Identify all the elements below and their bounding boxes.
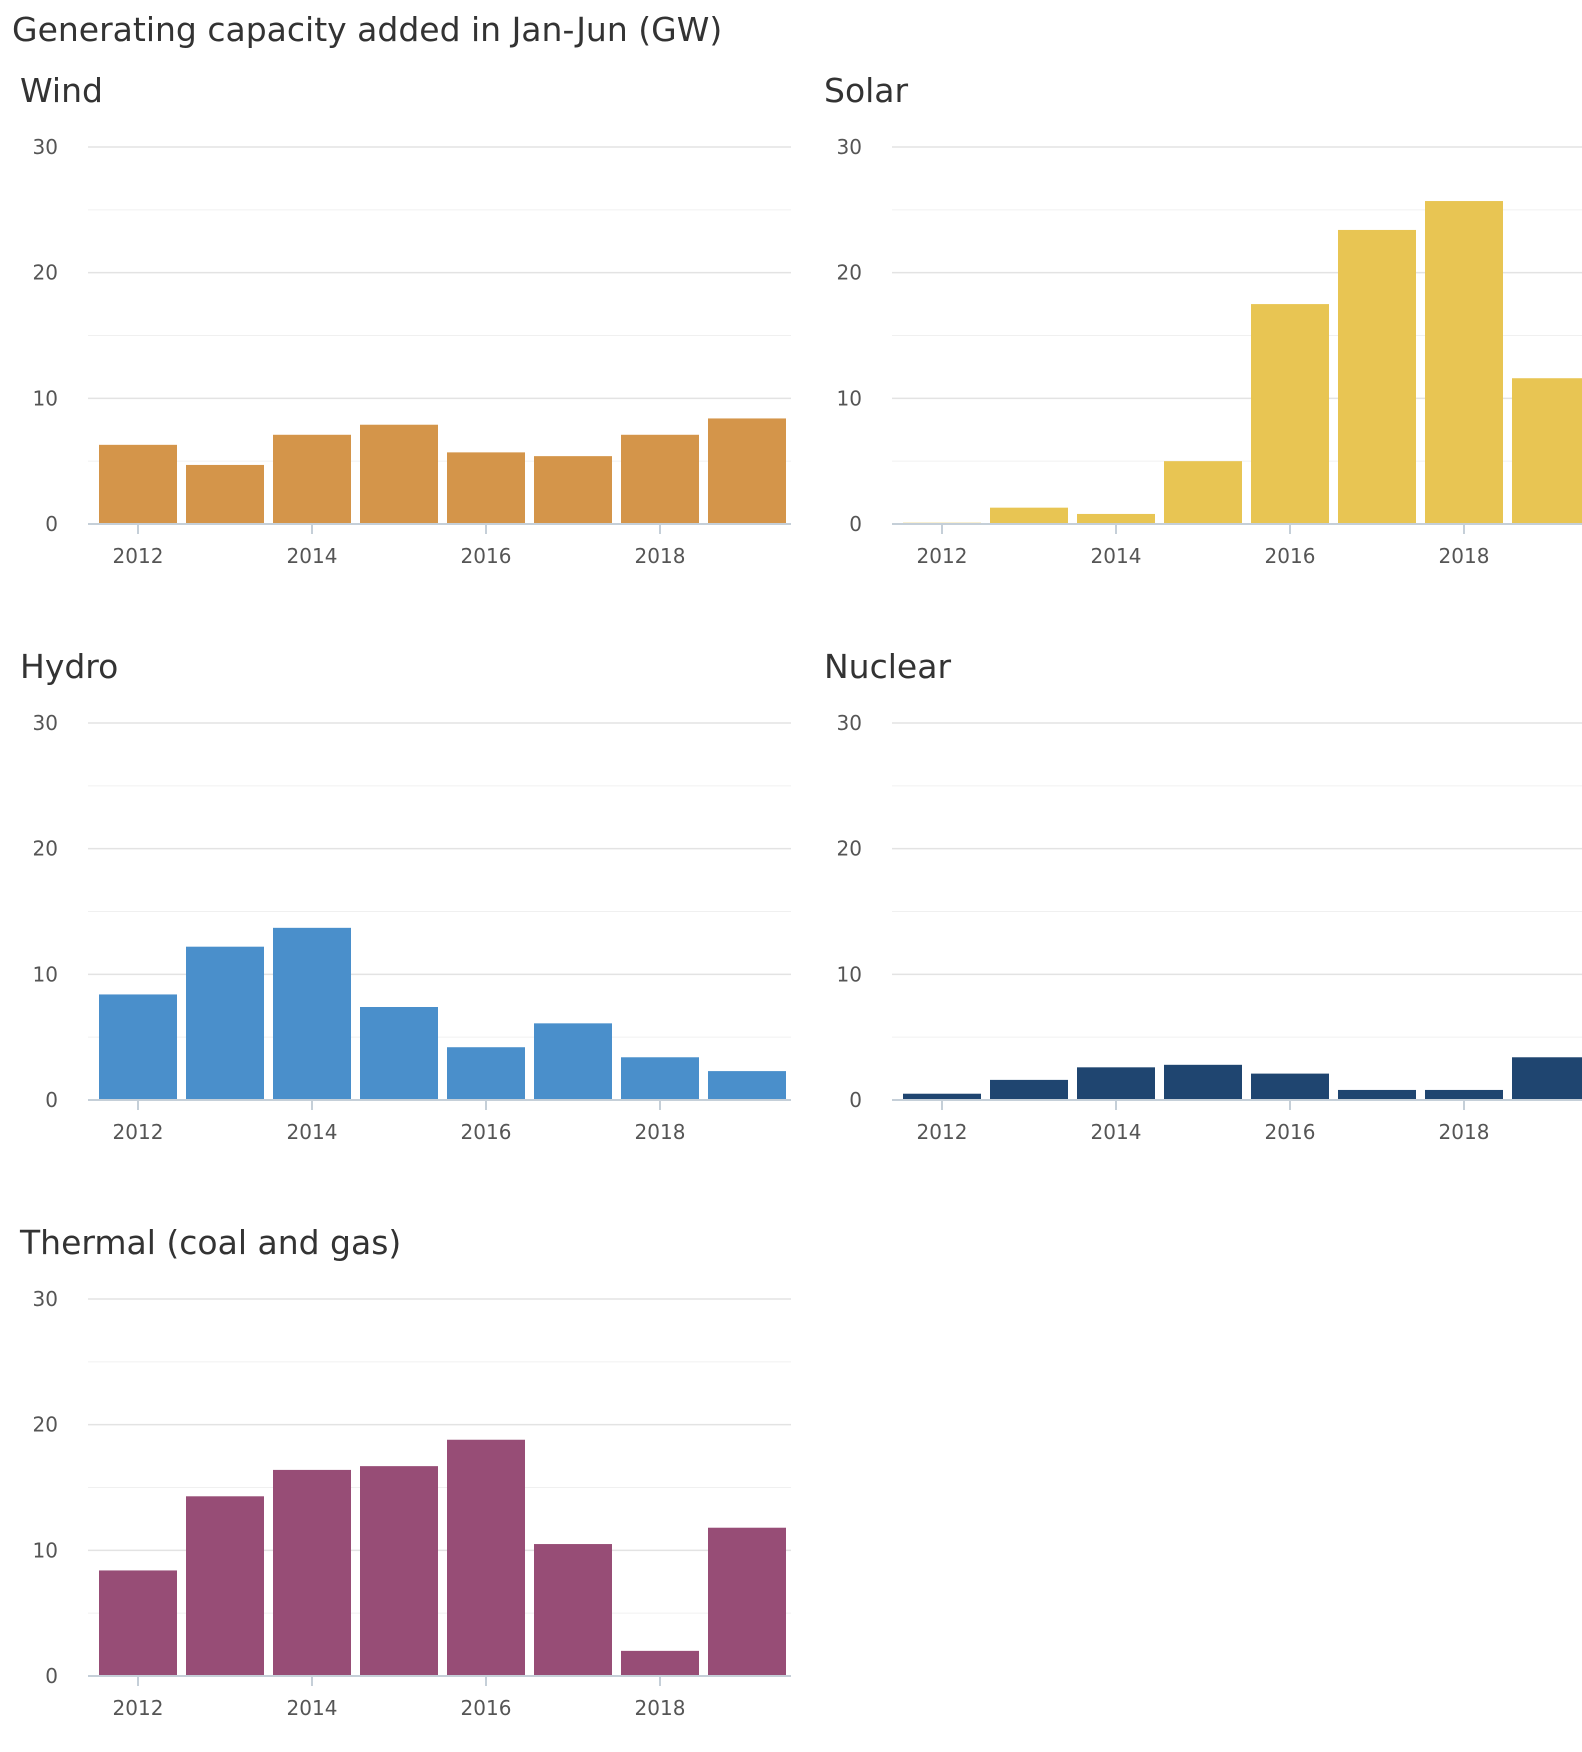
- panel-solar: Solar 0 10 20 30 2012 2014 2016 2018: [804, 0, 1582, 576]
- solar-y-tick-label: 20: [837, 261, 862, 285]
- wind-bar-2013: [186, 464, 264, 524]
- panel-nuclear: Nuclear 0 10 20 30 2012 2014 2016 2018: [804, 576, 1582, 1152]
- solar-y-tick-label: 10: [837, 386, 862, 410]
- thermal-bar-2013: [186, 1496, 264, 1676]
- panel-title-thermal: Thermal (coal and gas): [20, 1223, 402, 1262]
- panel-title-wind: Wind: [20, 71, 103, 110]
- thermal-bar-2012: [99, 1570, 177, 1676]
- wind-y-tick-label: 30: [33, 135, 58, 159]
- thermal-x-tick-label: 2018: [635, 1696, 686, 1720]
- solar-bar-2019: [1512, 378, 1582, 524]
- chart-thermal: 0 10 20 30 2012 2014 2016 2018: [33, 1287, 791, 1720]
- wind-bar-2016: [447, 452, 525, 524]
- solar-bar-2017: [1338, 229, 1416, 524]
- wind-x-tick-label: 2014: [287, 544, 338, 568]
- solar-bar-2013: [990, 507, 1068, 524]
- nuclear-bar-2019: [1512, 1057, 1582, 1100]
- hydro-y-tick-label: 10: [33, 962, 58, 986]
- nuclear-x-tick-label: 2016: [1265, 1120, 1316, 1144]
- solar-x-tick-label: 2014: [1091, 544, 1142, 568]
- nuclear-bar-2018: [1425, 1089, 1503, 1100]
- hydro-x-tick-label: 2012: [113, 1120, 164, 1144]
- solar-bar-2014: [1077, 513, 1155, 524]
- thermal-bar-2019: [708, 1527, 786, 1676]
- wind-y-tick-label: 10: [33, 386, 58, 410]
- hydro-y-tick-label: 20: [33, 837, 58, 861]
- chart-hydro: 0 10 20 30 2012 2014 2016 2018: [33, 711, 791, 1144]
- hydro-bar-2018: [621, 1057, 699, 1100]
- nuclear-x-tick-label: 2018: [1439, 1120, 1490, 1144]
- wind-x-tick-label: 2018: [635, 544, 686, 568]
- hydro-bar-2019: [708, 1071, 786, 1100]
- solar-y-tick-label: 30: [837, 135, 862, 159]
- hydro-x-tick-label: 2016: [461, 1120, 512, 1144]
- thermal-y-tick-label: 20: [33, 1413, 58, 1437]
- solar-x-tick-label: 2016: [1265, 544, 1316, 568]
- wind-y-tick-label: 0: [45, 512, 58, 536]
- hydro-bar-2015: [360, 1007, 438, 1100]
- hydro-bar-2013: [186, 946, 264, 1100]
- nuclear-y-tick-label: 10: [837, 962, 862, 986]
- thermal-bar-2015: [360, 1466, 438, 1676]
- nuclear-bar-2014: [1077, 1067, 1155, 1100]
- hydro-x-tick-label: 2014: [287, 1120, 338, 1144]
- wind-bar-2017: [534, 456, 612, 524]
- panel-thermal: Thermal (coal and gas) 0 10 20 30 2012 2014 20…: [0, 1152, 791, 1728]
- solar-bar-2015: [1164, 461, 1242, 524]
- hydro-bar-2014: [273, 927, 351, 1100]
- hydro-x-tick-label: 2018: [635, 1120, 686, 1144]
- panel-title-hydro: Hydro: [20, 647, 119, 686]
- hydro-y-tick-label: 30: [33, 711, 58, 735]
- nuclear-y-tick-label: 20: [837, 837, 862, 861]
- chart-solar: 0 10 20 30 2012 2014 2016 2018: [837, 135, 1582, 568]
- nuclear-y-tick-label: 0: [849, 1088, 862, 1112]
- wind-x-tick-label: 2016: [461, 544, 512, 568]
- chart-nuclear: 0 10 20 30 2012 2014 2016 2018: [837, 711, 1582, 1144]
- hydro-bar-2012: [99, 994, 177, 1100]
- nuclear-x-tick-label: 2014: [1091, 1120, 1142, 1144]
- solar-x-tick-label: 2012: [917, 544, 968, 568]
- nuclear-bar-2016: [1251, 1073, 1329, 1100]
- hydro-bar-2016: [447, 1047, 525, 1100]
- nuclear-bar-2013: [990, 1079, 1068, 1100]
- panel-title-solar: Solar: [824, 71, 909, 110]
- wind-x-tick-label: 2012: [113, 544, 164, 568]
- wind-bar-2018: [621, 434, 699, 524]
- solar-x-tick-label: 2018: [1439, 544, 1490, 568]
- panel-hydro: Hydro 0 10 20 30 2012 2014 2016 2018: [0, 576, 791, 1152]
- hydro-bar-2017: [534, 1023, 612, 1100]
- thermal-bar-2018: [621, 1650, 699, 1676]
- thermal-x-tick-label: 2014: [287, 1696, 338, 1720]
- thermal-bar-2017: [534, 1544, 612, 1676]
- hydro-y-tick-label: 0: [45, 1088, 58, 1112]
- nuclear-bar-2015: [1164, 1064, 1242, 1100]
- chart-wind: 0 10 20 30 2012 2014 2016 2018: [33, 135, 791, 568]
- nuclear-x-tick-label: 2012: [917, 1120, 968, 1144]
- chart-main-title: Generating capacity added in Jan-Jun (GW…: [12, 10, 723, 49]
- thermal-bar-2014: [273, 1469, 351, 1676]
- wind-bar-2019: [708, 418, 786, 524]
- thermal-y-tick-label: 10: [33, 1538, 58, 1562]
- nuclear-y-tick-label: 30: [837, 711, 862, 735]
- panel-title-nuclear: Nuclear: [824, 647, 952, 686]
- wind-bar-2015: [360, 424, 438, 524]
- thermal-x-tick-label: 2012: [113, 1696, 164, 1720]
- thermal-y-tick-label: 30: [33, 1287, 58, 1311]
- nuclear-bar-2017: [1338, 1089, 1416, 1100]
- wind-y-tick-label: 20: [33, 261, 58, 285]
- panel-wind: Wind 0 10 20 30 2012 2014 2016 2018: [0, 0, 791, 576]
- nuclear-bar-2012: [903, 1093, 981, 1100]
- thermal-y-tick-label: 0: [45, 1664, 58, 1688]
- solar-bar-2016: [1251, 304, 1329, 524]
- wind-bar-2014: [273, 434, 351, 524]
- thermal-bar-2016: [447, 1439, 525, 1676]
- thermal-x-tick-label: 2016: [461, 1696, 512, 1720]
- solar-y-tick-label: 0: [849, 512, 862, 536]
- wind-bar-2012: [99, 444, 177, 524]
- solar-bar-2018: [1425, 201, 1503, 524]
